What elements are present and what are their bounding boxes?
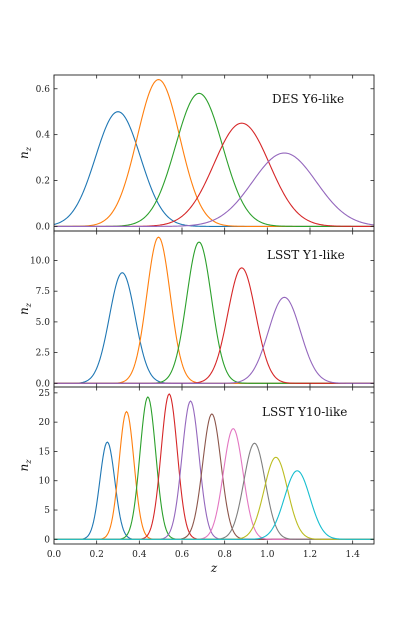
panel-1: 0.0 0.2 0.4 0.6 DES Y6-like nz	[17, 74, 375, 232]
y-tick-label: 5	[44, 506, 50, 516]
series-line-7	[54, 427, 374, 540]
panel-title: LSST Y10-like	[262, 405, 347, 419]
series-line-1	[54, 441, 374, 540]
series-line-3	[54, 241, 374, 384]
y-axis-label: nz	[17, 459, 33, 472]
panel-2: 0.0 2.5 5.0 7.5 10.0 LSST Y1-like nz	[17, 230, 375, 389]
x-tick-label: 0.4	[132, 550, 147, 560]
y-axis-label: nz	[17, 302, 33, 315]
panel-title: DES Y6-like	[272, 92, 344, 106]
y-tick-label: 10.0	[30, 256, 50, 266]
series-line-3	[54, 92, 374, 227]
series-line-1	[54, 111, 374, 227]
y-axis-label: nz	[17, 146, 33, 159]
y-tick-label: 5.0	[36, 318, 51, 328]
curves	[54, 393, 374, 540]
series-line-5	[54, 152, 374, 227]
y-tick-label: 0.6	[36, 85, 51, 95]
panel-3: 0 5 10 15 20 25 0.0 0.2 0.4 0.6 0.8 1.0 1.2 1.4 LSST Y…	[17, 386, 375, 560]
y-tick-label: 0	[44, 535, 50, 545]
x-tick-label: 0.0	[47, 550, 62, 560]
x-axis-label: z	[210, 561, 218, 575]
series-line-8	[54, 442, 374, 540]
panels: 0.0 0.2 0.4 0.6 DES Y6-like nz 0.0 2.5 5.0 7.5 10.…	[17, 74, 375, 560]
x-tick-label: 0.8	[218, 550, 233, 560]
x-tick-label: 0.2	[90, 550, 104, 560]
y-tick-label: 0.4	[36, 131, 51, 141]
series-line-4	[54, 267, 374, 384]
series-line-2	[54, 410, 374, 540]
series-line-10	[54, 470, 374, 540]
x-tick-label: 1.4	[346, 550, 361, 560]
x-tick-label: 0.6	[175, 550, 190, 560]
x-tick-label: 1.2	[303, 550, 317, 560]
series-line-5	[54, 400, 374, 540]
y-tick-label: 2.5	[36, 349, 51, 359]
y-tick-label: 15	[39, 447, 51, 457]
series-line-6	[54, 413, 374, 540]
y-tick-label: 0.0	[36, 379, 51, 389]
y-tick-label: 20	[39, 418, 51, 428]
plot-frame	[53, 386, 375, 545]
y-tick-label: 0.0	[36, 222, 51, 232]
series-line-5	[54, 296, 374, 384]
curves	[54, 79, 374, 227]
panel-title: LSST Y1-like	[267, 248, 345, 262]
y-tick-label: 10	[39, 477, 51, 487]
y-tick-label: 0.2	[36, 177, 50, 187]
y-tick-label: 25	[39, 389, 51, 399]
x-tick-label: 1.0	[260, 550, 275, 560]
y-tick-label: 7.5	[36, 287, 51, 297]
series-line-9	[54, 456, 374, 540]
curves	[54, 236, 374, 384]
